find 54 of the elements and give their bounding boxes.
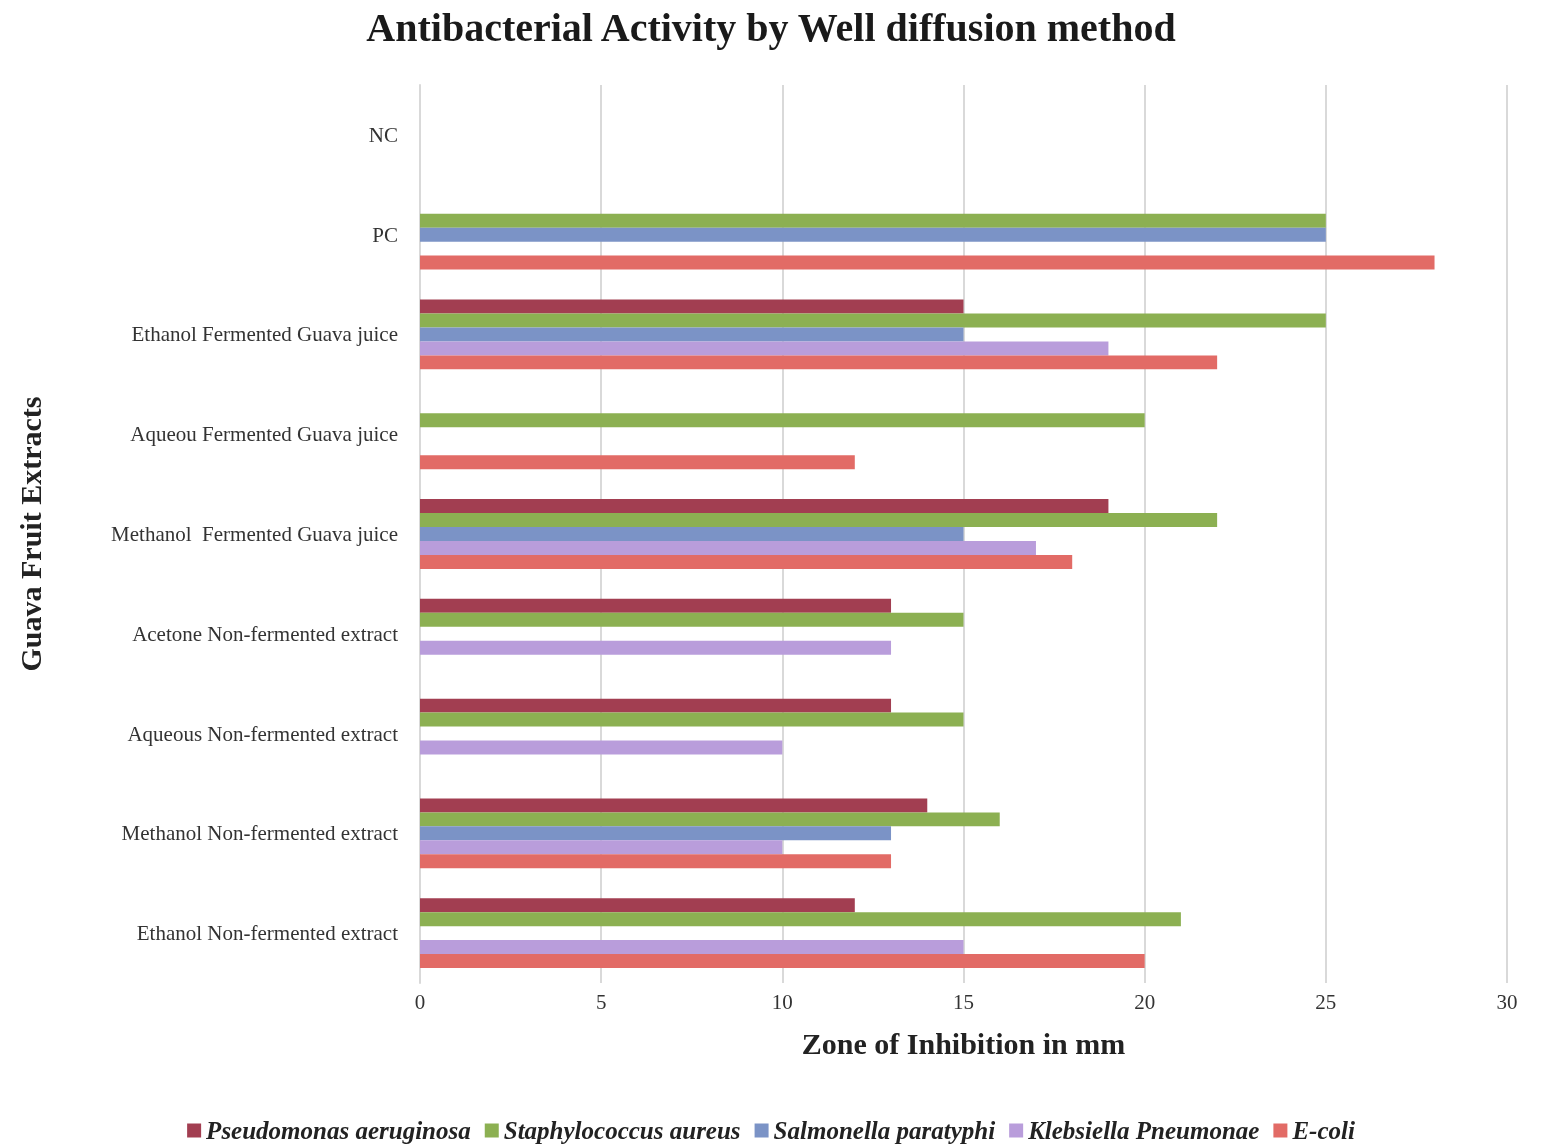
x-tick-label: 10 [771,989,793,1014]
bar [420,854,892,869]
y-tick-label: PC [372,222,398,247]
bar [420,912,1181,927]
bar [420,355,1218,370]
bar [420,698,892,713]
bar [420,413,1145,428]
bar [420,299,964,314]
bar [420,954,1145,969]
bar [420,940,964,955]
bar [420,327,964,342]
bar [420,826,892,841]
y-tick-label: Ethanol Fermented Guava juice [131,322,398,347]
bar [420,798,928,813]
bar [420,554,1073,569]
legend-label: E-coli [1291,1117,1355,1144]
x-axis-title: Zone of Inhibition in mm [801,1026,1126,1060]
bar [420,227,1326,242]
x-tick-label: 15 [953,989,974,1014]
legend-label: Klebsiella Pneumonae [1027,1117,1260,1144]
y-axis-title: Guava Fruit Extracts [13,396,47,672]
bar [420,640,892,655]
bar [420,499,1109,514]
bar [420,313,1326,328]
bar [420,840,783,855]
bar [420,598,892,613]
y-tick-label: NC [368,122,398,147]
x-tick-label: 0 [414,989,426,1014]
bar [420,740,783,755]
bar [420,898,855,913]
y-tick-label: Aqueou Fermented Guava juice [130,422,398,447]
y-tick-label: Acetone Non-fermented extract [132,621,399,646]
y-tick-label: Ethanol Non-fermented extract [136,921,399,946]
bar [420,527,964,541]
bar [420,213,1326,228]
x-tick-label: 20 [1134,989,1156,1014]
chart-title: Antibacterial Activity by Well diffusion method [366,4,1176,50]
bar [420,255,1435,270]
y-tick-label: Methanol Fermented Guava juice [111,522,398,546]
bar [420,612,964,627]
bar [420,540,1036,555]
bar [420,812,1000,827]
legend-label: Staphylococcus aureus [503,1117,741,1144]
y-tick-label: Methanol Non-fermented extract [121,821,399,846]
bar [420,455,855,470]
legend-label: Salmonella paratyphi [773,1117,996,1144]
x-tick-label: 5 [595,989,607,1014]
bar [420,341,1109,356]
bar [420,513,1218,528]
x-tick-label: 25 [1315,989,1337,1014]
y-tick-label: Aqueous Non-fermented extract [127,721,399,746]
bar [420,712,964,727]
x-tick-label: 30 [1496,989,1518,1014]
legend-label: Pseudomonas aeruginosa [205,1117,471,1144]
